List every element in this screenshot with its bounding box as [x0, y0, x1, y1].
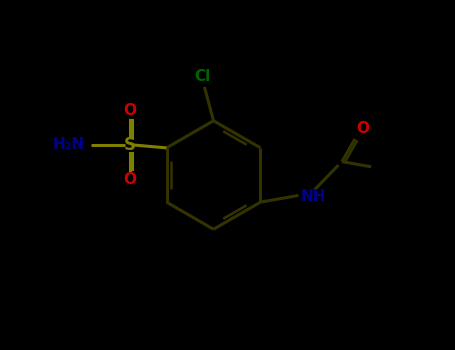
Text: S: S [124, 136, 136, 154]
Text: H₂N: H₂N [52, 136, 84, 152]
Text: O: O [123, 103, 136, 118]
Text: Cl: Cl [195, 69, 211, 84]
Text: O: O [356, 121, 369, 136]
Text: O: O [123, 172, 136, 187]
Text: NH: NH [300, 189, 326, 204]
